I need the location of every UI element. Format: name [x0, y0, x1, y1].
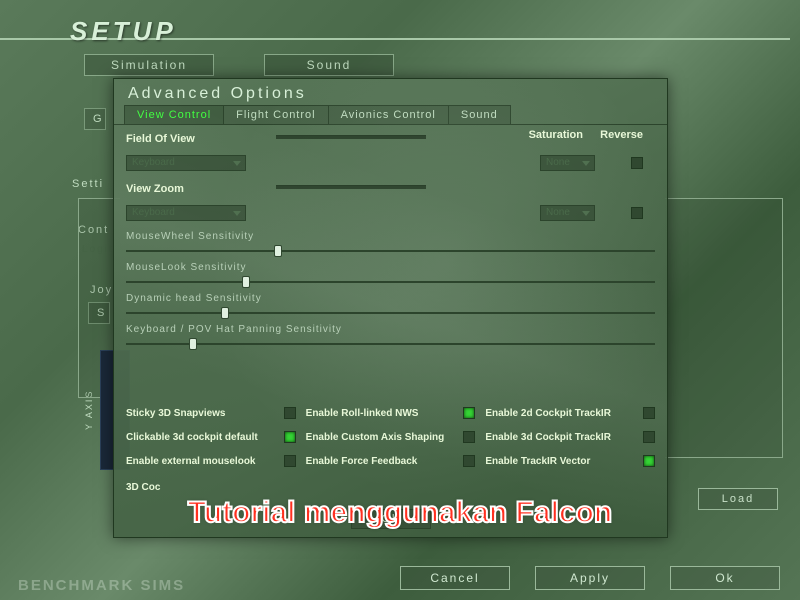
tab-flight-control[interactable]: Flight Control	[223, 105, 328, 124]
option-6: Enable external mouselook	[126, 455, 296, 467]
ok-button-main[interactable]: Ok	[670, 566, 780, 590]
option-checkbox[interactable]	[284, 455, 296, 467]
saturation-header: Saturation	[529, 129, 583, 141]
option-checkbox[interactable]	[643, 407, 655, 419]
option-checkbox[interactable]	[463, 431, 475, 443]
zoom-saturation-dropdown[interactable]: None	[540, 205, 595, 221]
tab-view-control[interactable]: View Control	[124, 105, 224, 124]
fov-label: Field Of View	[126, 133, 195, 145]
option-0: Sticky 3D Snapviews	[126, 407, 296, 419]
dynhead-sens-slider[interactable]	[126, 312, 655, 314]
bg-label-g: G	[84, 108, 106, 130]
fov-slider[interactable]	[276, 135, 426, 139]
option-5: Enable 3d Cockpit TrackIR	[485, 431, 655, 443]
zoom-label: View Zoom	[126, 183, 184, 195]
option-checkbox[interactable]	[463, 407, 475, 419]
option-label: Enable 3d Cockpit TrackIR	[485, 432, 611, 443]
last-option-label: 3D Coc	[126, 482, 160, 493]
povhat-sens-label: Keyboard / POV Hat Panning Sensitivity	[126, 324, 655, 335]
last-option: 3D Coc	[126, 482, 160, 493]
fov-reverse-checkbox[interactable]	[631, 157, 643, 169]
page-title: SETUP	[60, 16, 187, 47]
tab-sound-modal[interactable]: Sound	[448, 105, 511, 124]
option-1: Enable Roll-linked NWS	[306, 407, 476, 419]
options-grid: Sticky 3D Snapviews Enable Roll-linked NW…	[126, 407, 655, 467]
option-2: Enable 2d Cockpit TrackIR	[485, 407, 655, 419]
zoom-row: View Zoom	[126, 179, 655, 197]
option-3: Clickable 3d cockpit default	[126, 431, 296, 443]
option-label: Enable TrackIR Vector	[485, 456, 590, 467]
tab-simulation[interactable]: Simulation	[84, 54, 214, 76]
mousewheel-sens-slider[interactable]	[126, 250, 655, 252]
apply-button[interactable]: Apply	[535, 566, 645, 590]
modal-title: Advanced Options	[114, 79, 667, 105]
cancel-button[interactable]: Cancel	[400, 566, 510, 590]
mousewheel-sens-label: MouseWheel Sensitivity	[126, 231, 655, 242]
dynhead-sens-block: Dynamic head Sensitivity	[126, 293, 655, 314]
fov-controls: Keyboard None	[126, 155, 655, 171]
watermark: BENCHMARK SIMS	[18, 577, 185, 594]
option-label: Sticky 3D Snapviews	[126, 408, 226, 419]
option-label: Enable Custom Axis Shaping	[306, 432, 445, 443]
option-label: Enable external mouselook	[126, 456, 256, 467]
tab-avionics-control[interactable]: Avionics Control	[328, 105, 449, 124]
tab-sound[interactable]: Sound	[264, 54, 394, 76]
modal-body: Field Of View Saturation Reverse Keyboar…	[126, 129, 655, 495]
modal-footer: Ok	[114, 509, 667, 529]
fov-row: Field Of View Saturation Reverse	[126, 129, 655, 147]
modal-ok-button[interactable]: Ok	[351, 509, 431, 529]
option-checkbox[interactable]	[643, 455, 655, 467]
mouselook-sens-label: MouseLook Sensitivity	[126, 262, 655, 273]
bg-label-settings: Setti	[72, 178, 104, 190]
reverse-header: Reverse	[600, 129, 643, 141]
option-4: Enable Custom Axis Shaping	[306, 431, 476, 443]
option-label: Enable Force Feedback	[306, 456, 418, 467]
advanced-options-modal: Advanced Options View Control Flight Con…	[113, 78, 668, 538]
option-checkbox[interactable]	[284, 407, 296, 419]
bg-graph-area	[665, 198, 783, 458]
option-label: Enable 2d Cockpit TrackIR	[485, 408, 611, 419]
modal-tabs: View Control Flight Control Avionics Con…	[114, 105, 667, 125]
option-8: Enable TrackIR Vector	[485, 455, 655, 467]
fov-device-dropdown[interactable]: Keyboard	[126, 155, 246, 171]
mouselook-sens-slider[interactable]	[126, 281, 655, 283]
setup-header: SETUP	[0, 10, 800, 46]
dynhead-sens-label: Dynamic head Sensitivity	[126, 293, 655, 304]
fov-saturation-dropdown[interactable]: None	[540, 155, 595, 171]
zoom-controls: Keyboard None	[126, 205, 655, 221]
zoom-slider[interactable]	[276, 185, 426, 189]
mousewheel-sens-block: MouseWheel Sensitivity	[126, 231, 655, 252]
zoom-device-dropdown[interactable]: Keyboard	[126, 205, 246, 221]
povhat-sens-slider[interactable]	[126, 343, 655, 345]
zoom-reverse-checkbox[interactable]	[631, 207, 643, 219]
povhat-sens-block: Keyboard / POV Hat Panning Sensitivity	[126, 324, 655, 345]
load-button[interactable]: Load	[698, 488, 778, 510]
option-checkbox[interactable]	[463, 455, 475, 467]
option-checkbox[interactable]	[284, 431, 296, 443]
mouselook-sens-block: MouseLook Sensitivity	[126, 262, 655, 283]
option-7: Enable Force Feedback	[306, 455, 476, 467]
option-label: Clickable 3d cockpit default	[126, 432, 258, 443]
option-label: Enable Roll-linked NWS	[306, 408, 419, 419]
option-checkbox[interactable]	[643, 431, 655, 443]
